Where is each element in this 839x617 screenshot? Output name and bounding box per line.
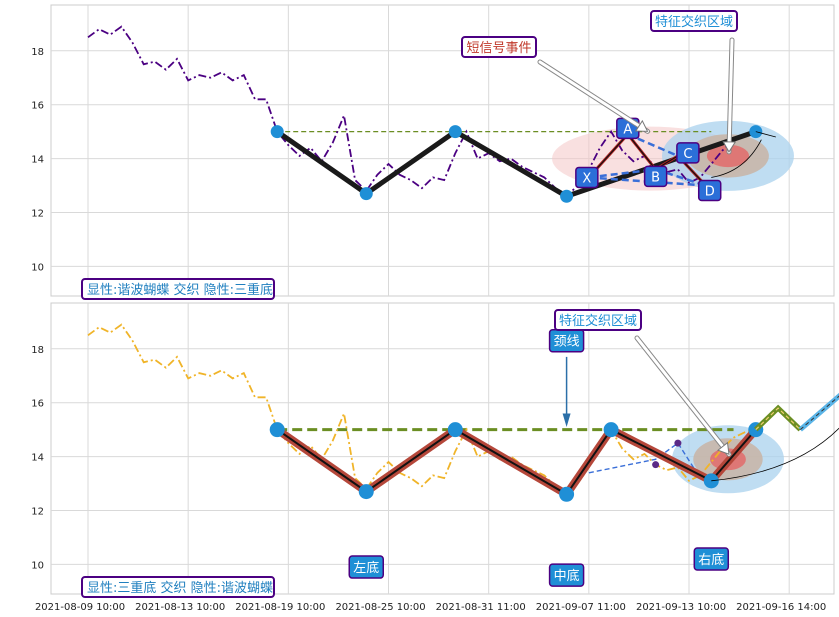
zigzag-pivot [269,422,285,438]
x-tick-label: 2021-09-13 10:00 [636,602,726,613]
short-signal-label-box [461,36,537,58]
pattern-connector [627,133,679,158]
projection-green-inner [755,407,801,431]
pattern-label-box [548,563,585,587]
y-tick-label: 12 [31,506,44,517]
price-line [87,323,757,496]
y-tick-label: 14 [31,155,44,166]
bottom-annotations: 特征交织区域 [554,309,732,457]
y-tick-label: 16 [31,399,44,410]
top-legend-text: 显性:谐波蝴蝶 交织 隐性:三重底 [87,282,273,298]
projection-blue-inner [799,395,839,430]
zigzag-pivot [270,125,284,139]
feature-zone-arrow-shaft [727,38,734,154]
bottom-legend-box: 显性:三重底 交织 隐性:谐波蝴蝶 [81,576,275,598]
feature-zone-arrow-shaft [635,336,731,456]
pattern-point-b: B [643,165,668,188]
secondary-line [588,442,701,479]
bottom-legend-text: 显性:三重底 交织 隐性:谐波蝴蝶 [87,580,273,596]
secondary-point [674,439,682,447]
top-annotations: 短信号事件 特征交织区域 [461,10,738,155]
x-tick-label: 2021-08-09 10:00 [35,602,125,613]
pattern-label-box [693,547,730,571]
x-tick-label: 2021-09-07 11:00 [536,602,626,613]
feature-zone-label-box [554,309,642,331]
secondary-point [652,461,660,469]
zigzag-pivot [559,486,575,502]
pattern-label-text: 颈线 [554,335,580,350]
pattern-point-label: C [683,147,692,162]
y-tick-label: 10 [31,560,44,571]
neckline-arrow-head [562,413,571,427]
top-panel: 10 12 14 16 18 X A B C D 短信号事件 特征交织区域 显性:谐波蝴蝶 交织 … [31,4,835,300]
projection-curve [711,427,839,482]
pattern-point-box [575,166,599,189]
pattern-label-text: 右底 [698,552,724,568]
zigzag-pivot [448,125,462,139]
pattern-point-x: X [575,166,599,189]
short-signal-arrow-head [634,119,649,132]
pattern-label: 中底 [548,563,585,587]
top-y-ticks: 10 12 14 16 18 [31,47,44,274]
pattern-point-label: X [582,171,591,186]
bottom-projection [711,392,839,482]
x-tick-label: 2021-08-13 10:00 [135,602,225,613]
pattern-point-label: D [705,185,715,200]
feature-zone-label-text: 特征交织区域 [655,14,733,30]
y-tick-label: 12 [31,208,44,219]
bottom-y-ticks: 10 12 14 16 18 [31,345,44,572]
pattern-label-text: 中底 [554,568,580,584]
pattern-point-box [697,179,722,202]
feature-zone-arrow-head [722,141,737,153]
pattern-point-label: A [623,122,632,137]
pattern-label: 颈线 [548,328,585,353]
zigzag-pivot [560,189,574,203]
pattern-label-text: 左底 [353,560,379,576]
zone-core [706,144,750,168]
top-zigzag [270,125,776,203]
pattern-point-box [643,165,668,188]
pattern-label: 左底 [348,555,384,579]
zigzag-pivot [603,422,619,438]
x-ticks: 2021-08-09 10:00 2021-08-13 10:00 2021-08-… [35,602,826,613]
y-tick-label: 14 [31,453,44,464]
short-signal-label-text: 短信号事件 [466,41,531,56]
short-signal-label: 短信号事件 [461,36,537,58]
feature-zone-arrow-head [717,441,730,456]
pattern-point-c: C [676,142,700,164]
feature-zone-label-text: 特征交织区域 [559,313,637,329]
top-legend-box: 显性:谐波蝴蝶 交织 隐性:三重底 [81,278,275,300]
pattern-connector [655,168,707,187]
pattern-point-box [676,142,700,164]
pattern-label: 右底 [693,547,730,571]
y-tick-label: 16 [31,101,44,112]
zigzag-pivot [358,484,374,500]
tail [755,131,776,138]
feature-zone-label: 特征交织区域 [554,309,642,331]
feature-zone-label: 特征交织区域 [650,10,738,32]
pattern-point-label: B [651,170,660,185]
feature-zone-label-box [650,10,738,32]
x-tick-label: 2021-08-25 10:00 [335,602,425,613]
x-tick-label: 2021-08-31 11:00 [436,602,526,613]
curve [711,139,762,178]
bottom-price-series [87,323,757,496]
pattern-point-d: D [697,179,722,202]
zigzag-pivot [359,187,373,201]
x-tick-label: 2021-08-19 10:00 [235,602,325,613]
pattern-label-box [348,555,384,579]
y-tick-label: 18 [31,345,44,356]
y-tick-label: 18 [31,47,44,58]
y-tick-label: 10 [31,262,44,273]
x-tick-label: 2021-09-16 14:00 [736,602,826,613]
short-signal-arrow-shaft [538,60,649,133]
zigzag-pivot [447,422,463,438]
